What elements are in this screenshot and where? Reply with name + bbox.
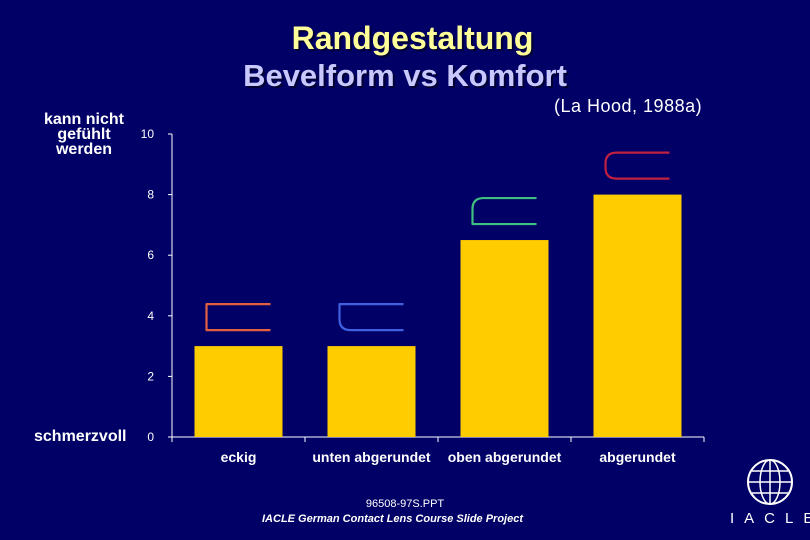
y-tick-label: 0 <box>147 430 154 444</box>
x-tick-label: eckig <box>221 449 257 465</box>
bar <box>460 240 549 437</box>
x-tick-label: abgerundet <box>599 449 676 465</box>
chart-title: Randgestaltung <box>291 20 534 56</box>
chart-subtitle: Bevelform vs Komfort <box>243 58 567 93</box>
bar <box>327 346 416 437</box>
bar <box>593 194 682 437</box>
y-tick-label: 10 <box>141 127 155 141</box>
footer-project-name: IACLE German Contact Lens Course Slide P… <box>262 513 524 525</box>
y-tick-label: 4 <box>147 309 154 323</box>
x-tick-label: oben abgerundet <box>448 449 562 465</box>
citation: (La Hood, 1988a) <box>554 96 703 116</box>
globe-icon <box>747 459 793 505</box>
edge-shape-icon <box>205 303 271 332</box>
edge-shape-icon <box>471 196 537 226</box>
y-tick-label: 2 <box>147 369 154 383</box>
logo-text: IACLE <box>730 510 810 527</box>
bar <box>194 346 283 437</box>
edge-shape-icon <box>338 303 404 332</box>
x-tick-label: unten abgerundet <box>312 449 431 465</box>
y-tick-label: 6 <box>147 248 154 262</box>
y-axis-bottom-label: schmerzvoll <box>34 428 127 445</box>
edge-shape-icon <box>604 151 670 180</box>
footer-file-name: 96508-97S.PPT <box>365 498 445 510</box>
y-axis-top-label: kann nicht gefühlt werden <box>43 111 124 158</box>
y-tick-label: 8 <box>147 188 154 202</box>
